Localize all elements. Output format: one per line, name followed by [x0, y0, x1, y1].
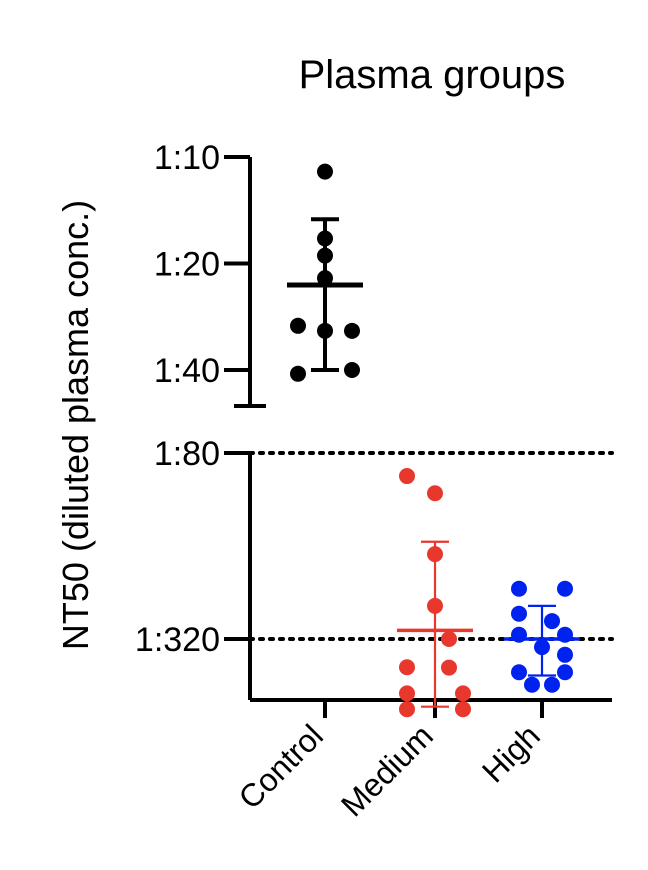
data-point-control [317, 163, 333, 180]
y-tick-label: 1:10 [154, 139, 220, 177]
y-tick-label: 1:40 [154, 352, 220, 390]
x-categories: Control Medium High [232, 717, 547, 823]
y-tick-label: 1:20 [154, 246, 220, 284]
error-bars [287, 217, 580, 708]
y-tick-label: 1:320 [135, 621, 220, 659]
data-point-high [511, 664, 527, 681]
data-point-control [290, 365, 306, 382]
data-point-control [344, 322, 360, 339]
data-point-high [557, 664, 573, 681]
data-point-control [290, 317, 306, 334]
data-point-medium [399, 701, 415, 718]
data-point-high [557, 646, 573, 663]
y-tick-label: 1:80 [154, 435, 220, 473]
data-point-medium [399, 468, 415, 485]
data-point-high [544, 676, 560, 693]
category-label-high: High [475, 717, 547, 789]
data-point-medium [399, 659, 415, 676]
data-point-high [511, 605, 527, 622]
data-point-medium [441, 631, 457, 647]
data-point-control [344, 362, 360, 378]
data-point-medium [427, 485, 443, 502]
data-point-high [557, 580, 573, 597]
chart-title: Plasma groups [299, 53, 566, 97]
data-point-medium [441, 659, 457, 676]
axes [234, 157, 612, 718]
y-ticks: 1:10 1:20 1:40 1:80 1:320 [135, 139, 250, 659]
data-point-medium [455, 685, 471, 702]
data-point-medium [455, 701, 471, 718]
data-point-medium [399, 685, 415, 702]
category-label-control: Control [232, 717, 330, 815]
data-point-high [524, 676, 540, 693]
y-axis-label: NT50 (diluted plasma conc.) [55, 200, 96, 650]
category-label-medium: Medium [334, 717, 440, 823]
data-point-high [511, 580, 527, 597]
data-point-high [544, 613, 560, 630]
data-points [290, 163, 573, 718]
